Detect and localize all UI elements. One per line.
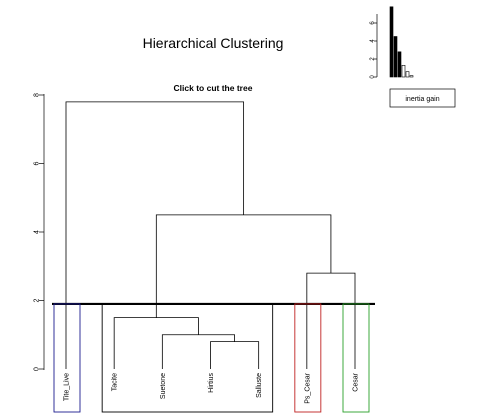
y-tick-label: 6 xyxy=(33,161,40,165)
leaf-label: Hirtius xyxy=(208,373,215,393)
inset-bar xyxy=(397,51,402,78)
inset-y-tick-label: 2 xyxy=(370,57,376,61)
y-axis-ticks: 0 2 4 6 8 xyxy=(33,93,44,371)
cluster-box-4 xyxy=(342,303,370,413)
inset-bar xyxy=(393,36,398,78)
inset-y-tick-label: 4 xyxy=(370,39,376,43)
leaf-label: Ps_Cesar xyxy=(304,372,311,403)
dendrogram-link-m5[interactable] xyxy=(155,214,332,318)
inset-y-ticks: 0 2 4 6 xyxy=(370,21,377,79)
dendrogram-link-m2[interactable] xyxy=(161,334,235,369)
cluster-box-1 xyxy=(53,303,81,413)
leaf-label: Suetone xyxy=(160,373,167,399)
inertia-gain-button-box[interactable] xyxy=(389,88,456,108)
dendrogram-link-m6[interactable] xyxy=(65,101,245,369)
inertia-gain-button[interactable]: inertia gain xyxy=(389,88,456,108)
chart-subtitle: Click to cut the tree xyxy=(174,83,253,93)
inset-bar xyxy=(405,71,410,78)
y-tick-label: 0 xyxy=(33,367,40,371)
cluster-box-3 xyxy=(294,303,322,413)
y-tick-label: 4 xyxy=(33,230,40,234)
inset-y-tick-label: 6 xyxy=(370,21,376,25)
dendrogram-links[interactable] xyxy=(65,101,356,369)
leaf-label: Cesar xyxy=(352,372,359,391)
dendrogram-link-m3[interactable] xyxy=(113,317,199,369)
leaf-label: Tite_Live xyxy=(63,373,70,401)
cluster-box-2 xyxy=(101,303,274,413)
inset-bar xyxy=(401,65,406,78)
cluster-boxes xyxy=(53,303,370,413)
y-tick-label: 8 xyxy=(33,93,40,97)
dendrogram-plot[interactable]: 0 2 4 6 8 Tite_Live Tacite Suetone Hirtius Sallu… xyxy=(33,93,375,413)
leaf-labels: Tite_Live Tacite Suetone Hirtius Salluste Ps_… xyxy=(63,372,359,403)
inset-bars xyxy=(389,6,414,78)
chart-title: Hierarchical Clustering xyxy=(143,35,284,51)
y-tick-label: 2 xyxy=(33,298,40,302)
leaf-label: Tacite xyxy=(112,373,119,391)
inset-bar xyxy=(409,75,414,78)
dendrogram-link-m4[interactable] xyxy=(306,272,356,369)
inset-y-tick-label: 0 xyxy=(370,75,376,79)
dendrogram-link-m1[interactable] xyxy=(210,341,260,369)
inertia-gain-button-label[interactable]: inertia gain xyxy=(405,96,439,103)
inset-bar xyxy=(389,6,394,78)
inertia-gain-plot: 0 2 4 6 xyxy=(370,6,414,79)
leaf-label: Salluste xyxy=(256,373,263,398)
